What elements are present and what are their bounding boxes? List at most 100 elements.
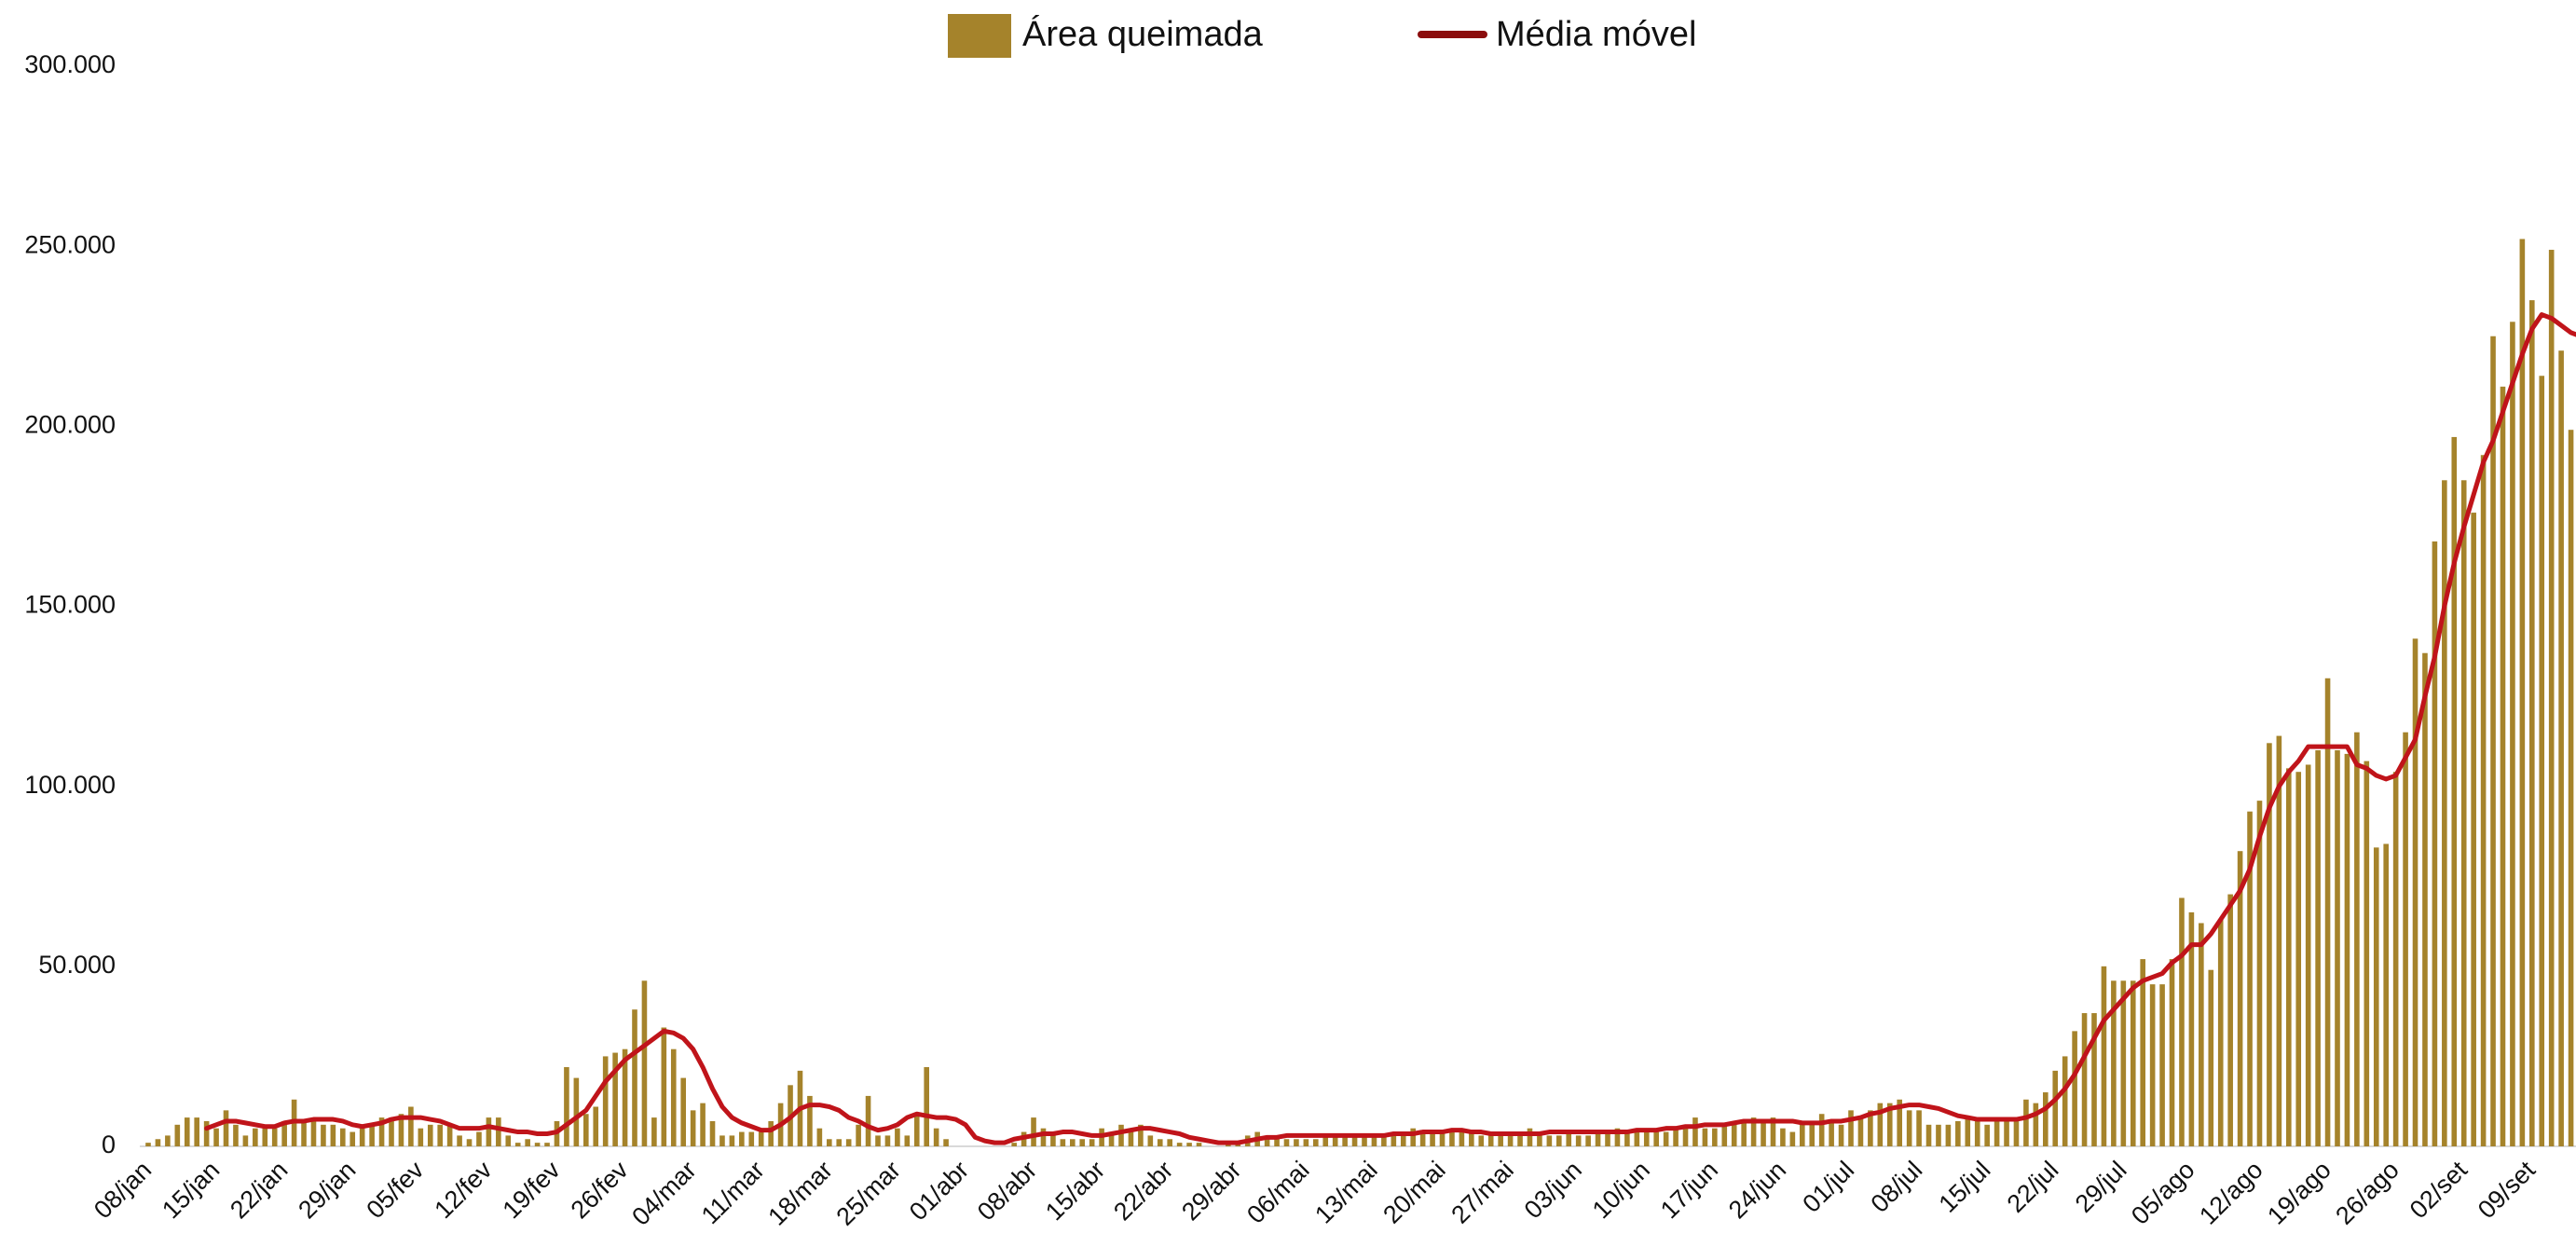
moving-average-line [204, 312, 2576, 1145]
bar [2267, 743, 2272, 1146]
bar [2403, 732, 2408, 1146]
bar [719, 1135, 725, 1146]
bar [1430, 1131, 1435, 1146]
bar [1303, 1139, 1309, 1146]
bar [2111, 980, 2117, 1146]
bar [1439, 1131, 1446, 1146]
bar [2354, 732, 2360, 1146]
bar [1108, 1135, 1115, 1146]
x-tick-label: 27/mai [1446, 1156, 1519, 1229]
bar [670, 1048, 677, 1146]
bar [2091, 1013, 2097, 1146]
bar [1750, 1117, 1757, 1146]
x-tick-label: 08/abr [972, 1156, 1042, 1226]
legend-swatch [948, 14, 1011, 58]
bar [2033, 1103, 2039, 1146]
bar [1351, 1135, 1358, 1146]
bar [446, 1124, 453, 1146]
bar [1906, 1110, 1912, 1146]
bar [1070, 1139, 1076, 1146]
bar [2276, 735, 2282, 1146]
bar [1761, 1120, 1766, 1146]
x-tick-label: 03/jun [1519, 1156, 1587, 1224]
bar [2364, 761, 2370, 1146]
x-tick-label: 22/jan [225, 1156, 293, 1224]
bar [2412, 638, 2418, 1146]
bar [2519, 239, 2526, 1146]
bar [2451, 436, 2458, 1146]
bar [476, 1131, 482, 1146]
x-tick-label: 11/mar [696, 1156, 770, 1229]
bar [1157, 1139, 1163, 1146]
x-tick-label: 29/jul [2070, 1156, 2132, 1218]
bar [2286, 768, 2292, 1146]
bar [174, 1124, 181, 1146]
bar [2324, 678, 2331, 1146]
bar [2043, 1092, 2048, 1146]
bar [203, 1120, 210, 1146]
bar [2539, 376, 2545, 1146]
bar [1936, 1124, 1941, 1146]
bar [1031, 1117, 1036, 1146]
bar [661, 1027, 667, 1146]
bar [1994, 1120, 2000, 1146]
y-tick-label: 200.000 [24, 410, 116, 438]
x-tick-label: 01/abr [904, 1156, 974, 1226]
bar [1848, 1110, 1854, 1146]
bar [1829, 1120, 1834, 1146]
bar [875, 1135, 881, 1146]
bar [2169, 959, 2175, 1146]
bar [1060, 1139, 1066, 1146]
bar [2004, 1120, 2009, 1146]
bar [1780, 1128, 1786, 1146]
bar [1089, 1139, 1095, 1146]
bar [514, 1143, 521, 1146]
bar [1721, 1124, 1728, 1146]
bar [2383, 843, 2389, 1146]
x-tick-label: 12/fev [429, 1156, 498, 1225]
bar [1546, 1135, 1553, 1146]
bar [1167, 1139, 1172, 1146]
bar [2237, 851, 2243, 1146]
bar [2227, 894, 2233, 1146]
bar [2305, 764, 2311, 1146]
bar [466, 1139, 473, 1146]
bar [2490, 336, 2496, 1146]
bar [1984, 1124, 1990, 1146]
bar [369, 1124, 375, 1146]
bar [486, 1117, 492, 1146]
bar [1527, 1128, 1533, 1146]
bar [1517, 1131, 1523, 1146]
bar [2392, 772, 2399, 1146]
bar [1498, 1131, 1503, 1146]
bar [1702, 1128, 1708, 1146]
bar [1342, 1135, 1348, 1146]
bar [2480, 455, 2487, 1146]
x-tick-label: 08/jan [89, 1156, 157, 1224]
bar [2548, 250, 2555, 1146]
bar [145, 1143, 151, 1146]
bar [943, 1139, 949, 1146]
x-tick-label: 19/ago [2262, 1156, 2336, 1230]
bar [2062, 1056, 2068, 1146]
bar [1857, 1117, 1864, 1146]
bar [2422, 652, 2428, 1146]
x-tick-label: 08/jul [1866, 1156, 1928, 1218]
bar [1886, 1103, 1893, 1146]
bar [1770, 1117, 1776, 1146]
bar [2072, 1031, 2077, 1146]
bar [233, 1124, 239, 1146]
bar [1410, 1128, 1416, 1146]
x-tick-label: 22/abr [1108, 1156, 1178, 1226]
x-tick-label: 05/fev [361, 1156, 430, 1225]
x-tick-label: 12/ago [2194, 1156, 2268, 1230]
bar [2101, 966, 2107, 1146]
bar [739, 1131, 745, 1146]
bar [1634, 1131, 1640, 1146]
bar [1487, 1135, 1494, 1146]
x-tick-label: 15/jul [1934, 1156, 1996, 1218]
bar [1294, 1139, 1299, 1146]
bar [1692, 1117, 1698, 1146]
bar [2568, 430, 2574, 1146]
